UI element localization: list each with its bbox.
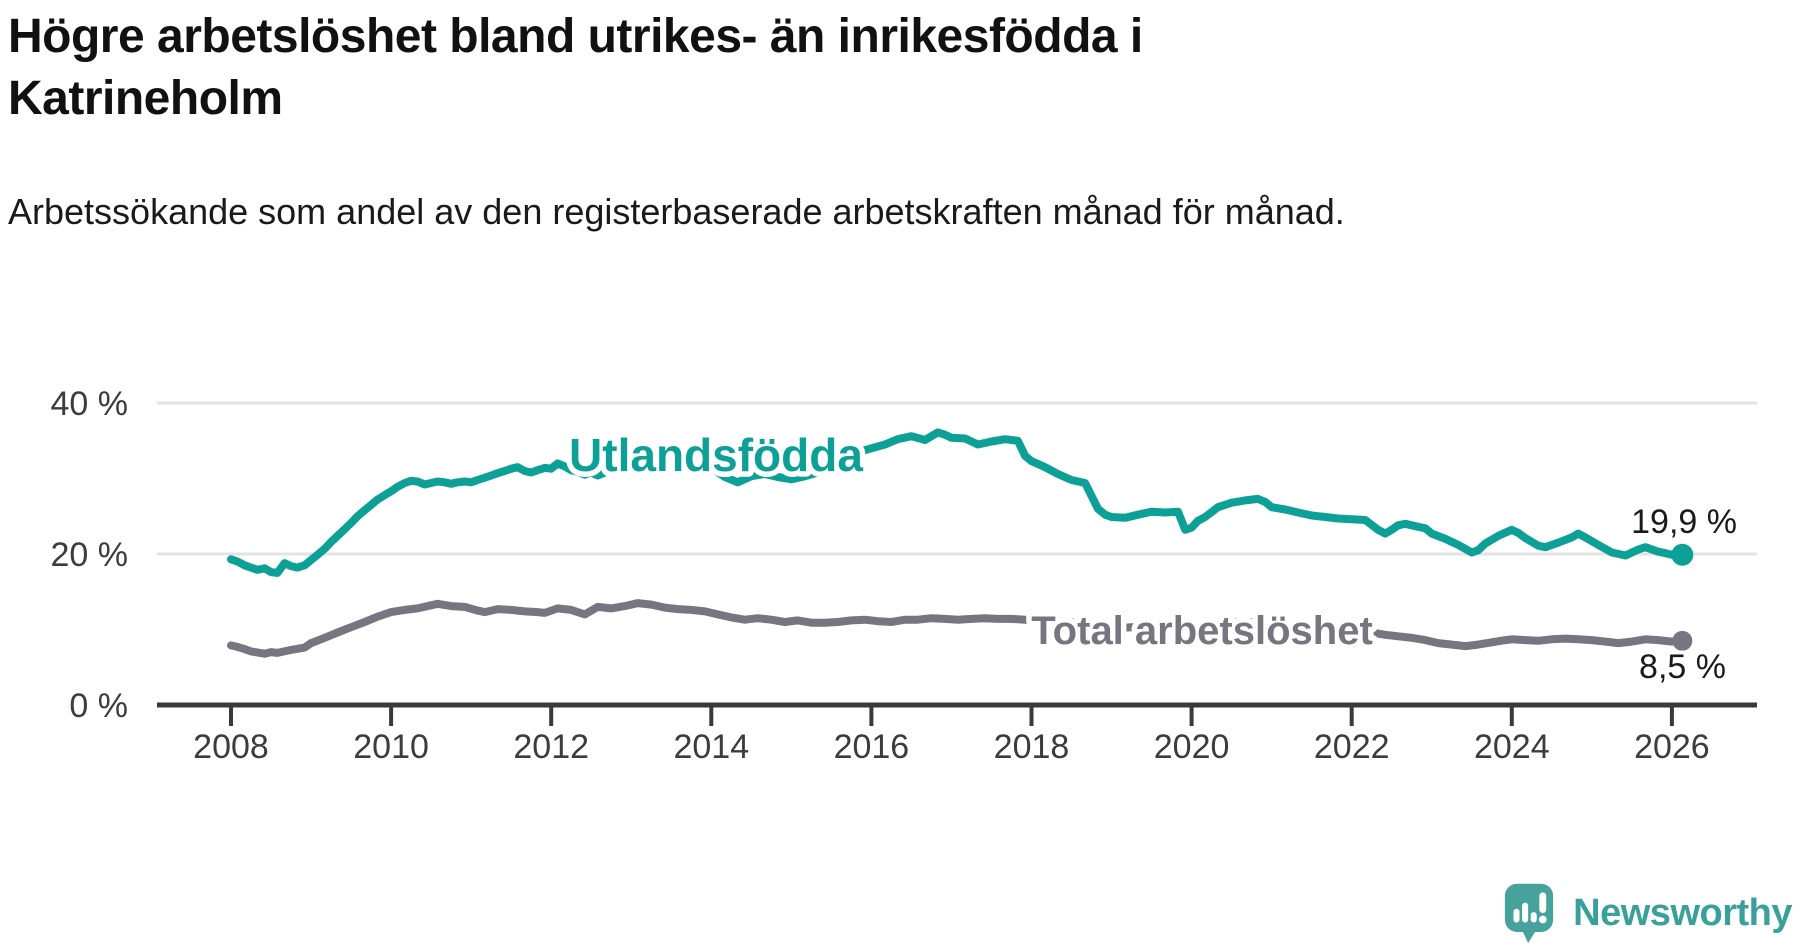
brand-name: Newsworthy [1573,891,1792,934]
page-title: Högre arbetslöshet bland utrikes- än inr… [8,10,1143,125]
end-value-label-utlandsf-dda: 19,9 % [1631,503,1737,541]
y-tick-label: 40 % [51,385,129,423]
series-line-total-arbetsl-shet [227,599,1687,658]
series-label-total-arbetsl-shet: Total arbetslöshet [1031,609,1373,653]
x-tick-label: 2010 [353,728,429,766]
x-tick-label: 2026 [1634,728,1710,766]
y-tick-label: 20 % [51,536,129,574]
chart-subtitle: Arbetssökande som andel av den registerb… [8,191,1345,232]
x-tick-label: 2018 [994,728,1070,766]
x-tick-label: 2012 [513,728,589,766]
x-tick-label: 2008 [193,728,269,766]
x-tick-label: 2022 [1314,728,1390,766]
y-tick-label: 0 % [69,687,128,725]
x-tick-label: 2014 [673,728,749,766]
series-line-utlandsf-dda [227,428,1687,577]
series-label-utlandsf-dda: Utlandsfödda [569,429,863,481]
end-value-label-total-arbetsl-shet: 8,5 % [1639,648,1726,686]
end-dot-utlandsf-dda [1671,543,1694,566]
brand-footer: Newsworthy [1503,882,1792,944]
end-dot-total-arbetsl-shet [1672,630,1693,651]
x-tick-label: 2016 [834,728,910,766]
x-tick-label: 2020 [1154,728,1230,766]
x-tick-label: 2024 [1474,728,1550,766]
newsworthy-logo-icon [1505,883,1554,944]
